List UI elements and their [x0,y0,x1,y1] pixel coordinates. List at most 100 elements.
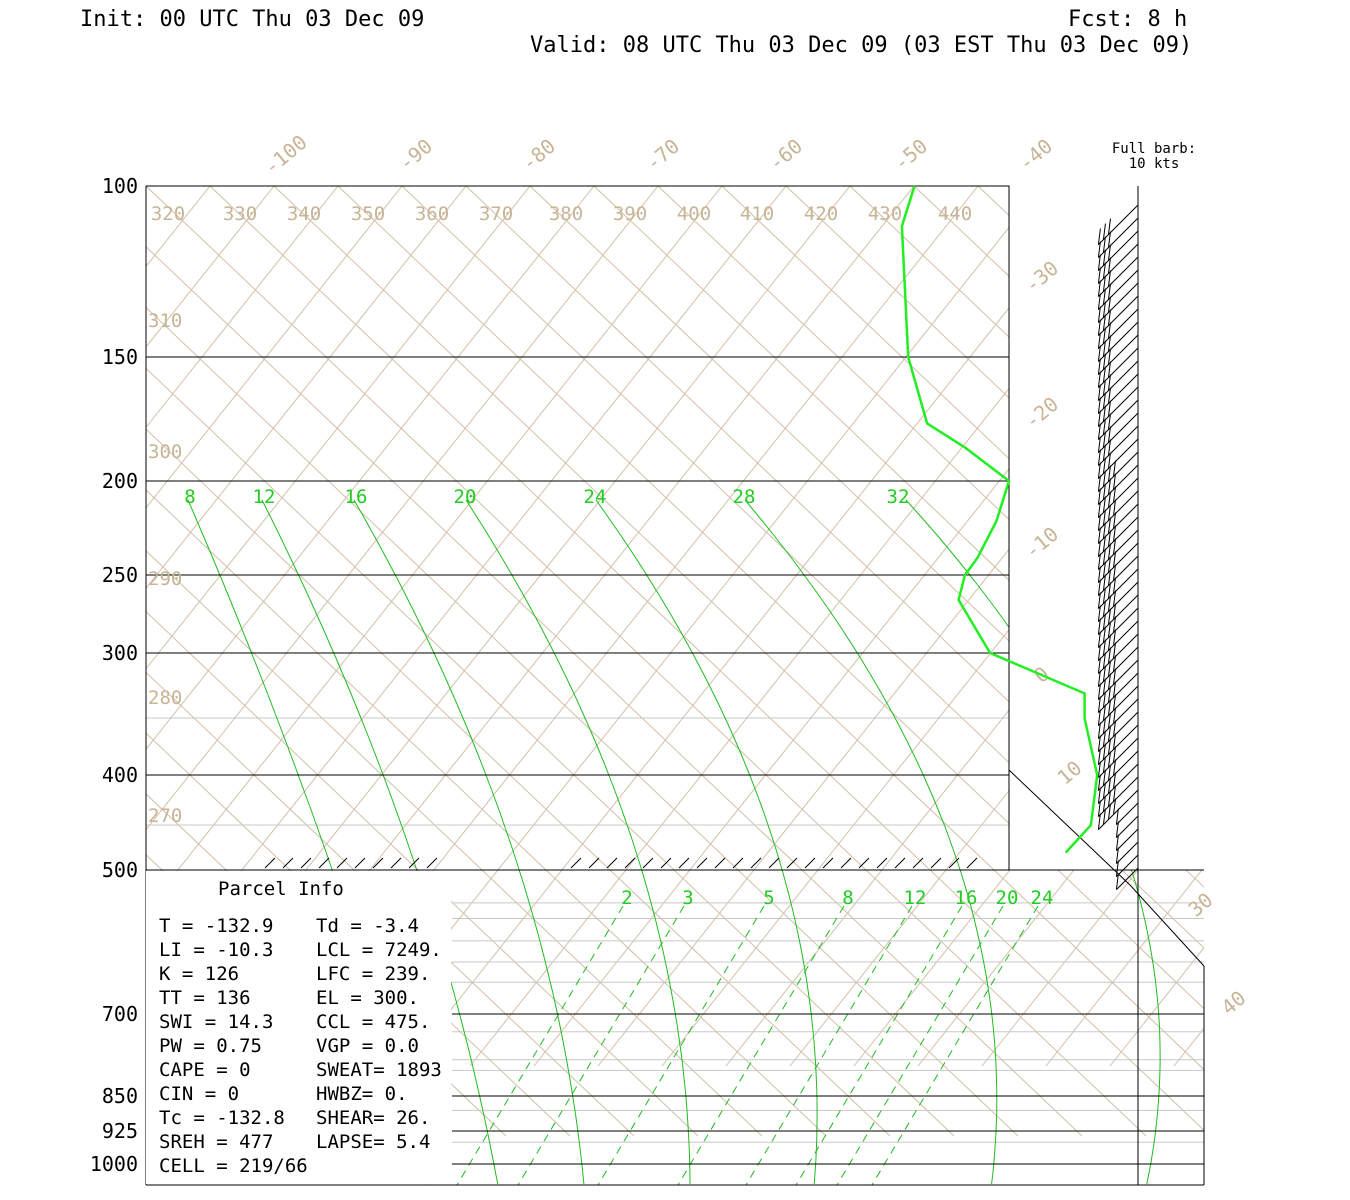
wind-barb-flag [1107,335,1111,352]
dry-adiabat-line [1173,186,1204,1067]
wind-barb-staff [1116,815,1139,838]
wind-barb-flag [1113,629,1117,646]
pressure-label: 400 [102,763,138,787]
parcel-info-left: Tc = -132.8 [159,1107,285,1129]
theta-label: 410 [740,203,774,225]
wind-barb-staff [1098,555,1139,596]
wind-barb-staff [1098,386,1139,427]
wind-barb-staff [1098,750,1139,791]
theta-label: 320 [151,203,185,225]
wind-barb-flag [1113,798,1117,815]
parcel-info-title: Parcel Info [218,878,344,900]
wind-barb-flag [1097,462,1101,479]
hatch-mark [390,857,402,869]
wind-barb-flag [1102,353,1106,370]
wind-barb-flag [1097,748,1101,765]
wind-barb-flag [1113,590,1117,607]
mixing-ratio-label: 2 [621,887,632,909]
temperature-label: 40 [1217,986,1251,1020]
wind-barb-flag [1097,397,1101,414]
dry-adiabat-line [146,186,467,1067]
wind-barb-flag [1107,452,1111,469]
temperature-label: -100 [259,130,311,179]
wind-barb-flag [1107,751,1111,768]
wind-barb-flag [1107,231,1111,248]
dry-adiabat-line [0,186,82,1066]
dry-adiabat-line [661,186,1204,1067]
moist-adiabat-line [744,499,998,1185]
parcel-info-right: SHEAR= 26. [316,1107,430,1129]
hatch-mark [876,857,888,869]
wind-barb-flag [1107,621,1111,638]
wind-barb-flag [1102,444,1106,461]
wind-barb-flag [1102,808,1106,825]
wind-barb-flag [1097,670,1101,687]
wind-barb-flag [1097,384,1101,401]
hatch-mark [732,857,744,869]
moist-adiabat-line [353,499,585,1185]
isotherm-line [785,186,1204,1137]
wind-barb-staff [1098,568,1139,609]
isotherm-line [721,186,1204,1137]
wind-barb-flag [1107,608,1111,625]
wind-barb-flag [1113,486,1117,503]
wind-barb-flag [1107,725,1111,742]
wind-barb-flag [1107,699,1111,716]
wind-barb-flag [1115,860,1119,877]
mixing-ratio-label: 5 [763,887,774,909]
isotherm-line [146,186,635,1137]
moist-adiabat-label: 20 [454,486,477,508]
dry-adiabat-line [1238,186,1350,1066]
wind-barb-flag [1102,691,1106,708]
wind-barb-flag [1107,712,1111,729]
hatch-mark [948,857,960,869]
wind-barb-flag [1115,873,1119,890]
wind-barb-flag [1097,280,1101,297]
moist-adiabat-label: 28 [733,486,756,508]
dry-adiabat-line [146,186,659,1067]
wind-barb-flag [1097,267,1101,284]
theta-label: 350 [351,203,385,225]
wind-barb-staff [1098,256,1139,297]
wind-barb-flag [1115,847,1119,864]
wind-barb-staff [1098,529,1139,570]
wind-barb-staff [1098,464,1139,505]
pressure-label: 700 [102,1002,138,1026]
init-time: Init: 00 UTC Thu 03 Dec 09 [80,7,424,32]
wind-barb-flag [1097,423,1101,440]
temperature-line [900,185,1099,854]
isotherm-line [657,186,1204,1137]
wind-barb-staff [1098,230,1139,271]
wind-barb-flag [1113,655,1117,672]
hatch-mark [408,857,420,869]
wind-barb-flag [1097,540,1101,557]
wind-barb-flag [1115,808,1119,825]
hatch-mark [750,857,762,869]
wind-barb-staff [1098,451,1139,492]
theta-label: 270 [148,805,182,827]
wind-barb-flag [1097,592,1101,609]
wind-barb-flag [1115,821,1119,838]
moist-adiabat-line [595,499,818,1185]
wind-barb-flag [1113,538,1117,555]
parcel-info-left: SWI = 14.3 [159,1011,273,1033]
parcel-info-left: CIN = 0 [159,1083,239,1105]
barb-legend-line2: 10 kts [1129,156,1180,172]
wind-barb-flag [1097,644,1101,661]
mixing-ratio-label: 8 [842,887,853,909]
pressure-label: 250 [102,563,138,587]
parcel-info-right: LAPSE= 5.4 [316,1131,430,1153]
dry-adiabat-line [853,186,1204,1067]
isotherm-line [146,186,763,1137]
temperature-label: -40 [1014,134,1057,176]
wind-barb-flag [1102,795,1106,812]
mixing-ratio-line [745,905,913,1185]
isotherm-line [146,186,699,1137]
pressure-label: 200 [102,469,138,493]
wind-barb-staff [1098,633,1139,674]
wind-barb-flag [1102,574,1106,591]
forecast-hour: Fcst: 8 h [1068,7,1187,32]
wind-barb-flag [1102,665,1106,682]
hatch-mark [336,857,348,869]
wind-barb-flag [1097,293,1101,310]
